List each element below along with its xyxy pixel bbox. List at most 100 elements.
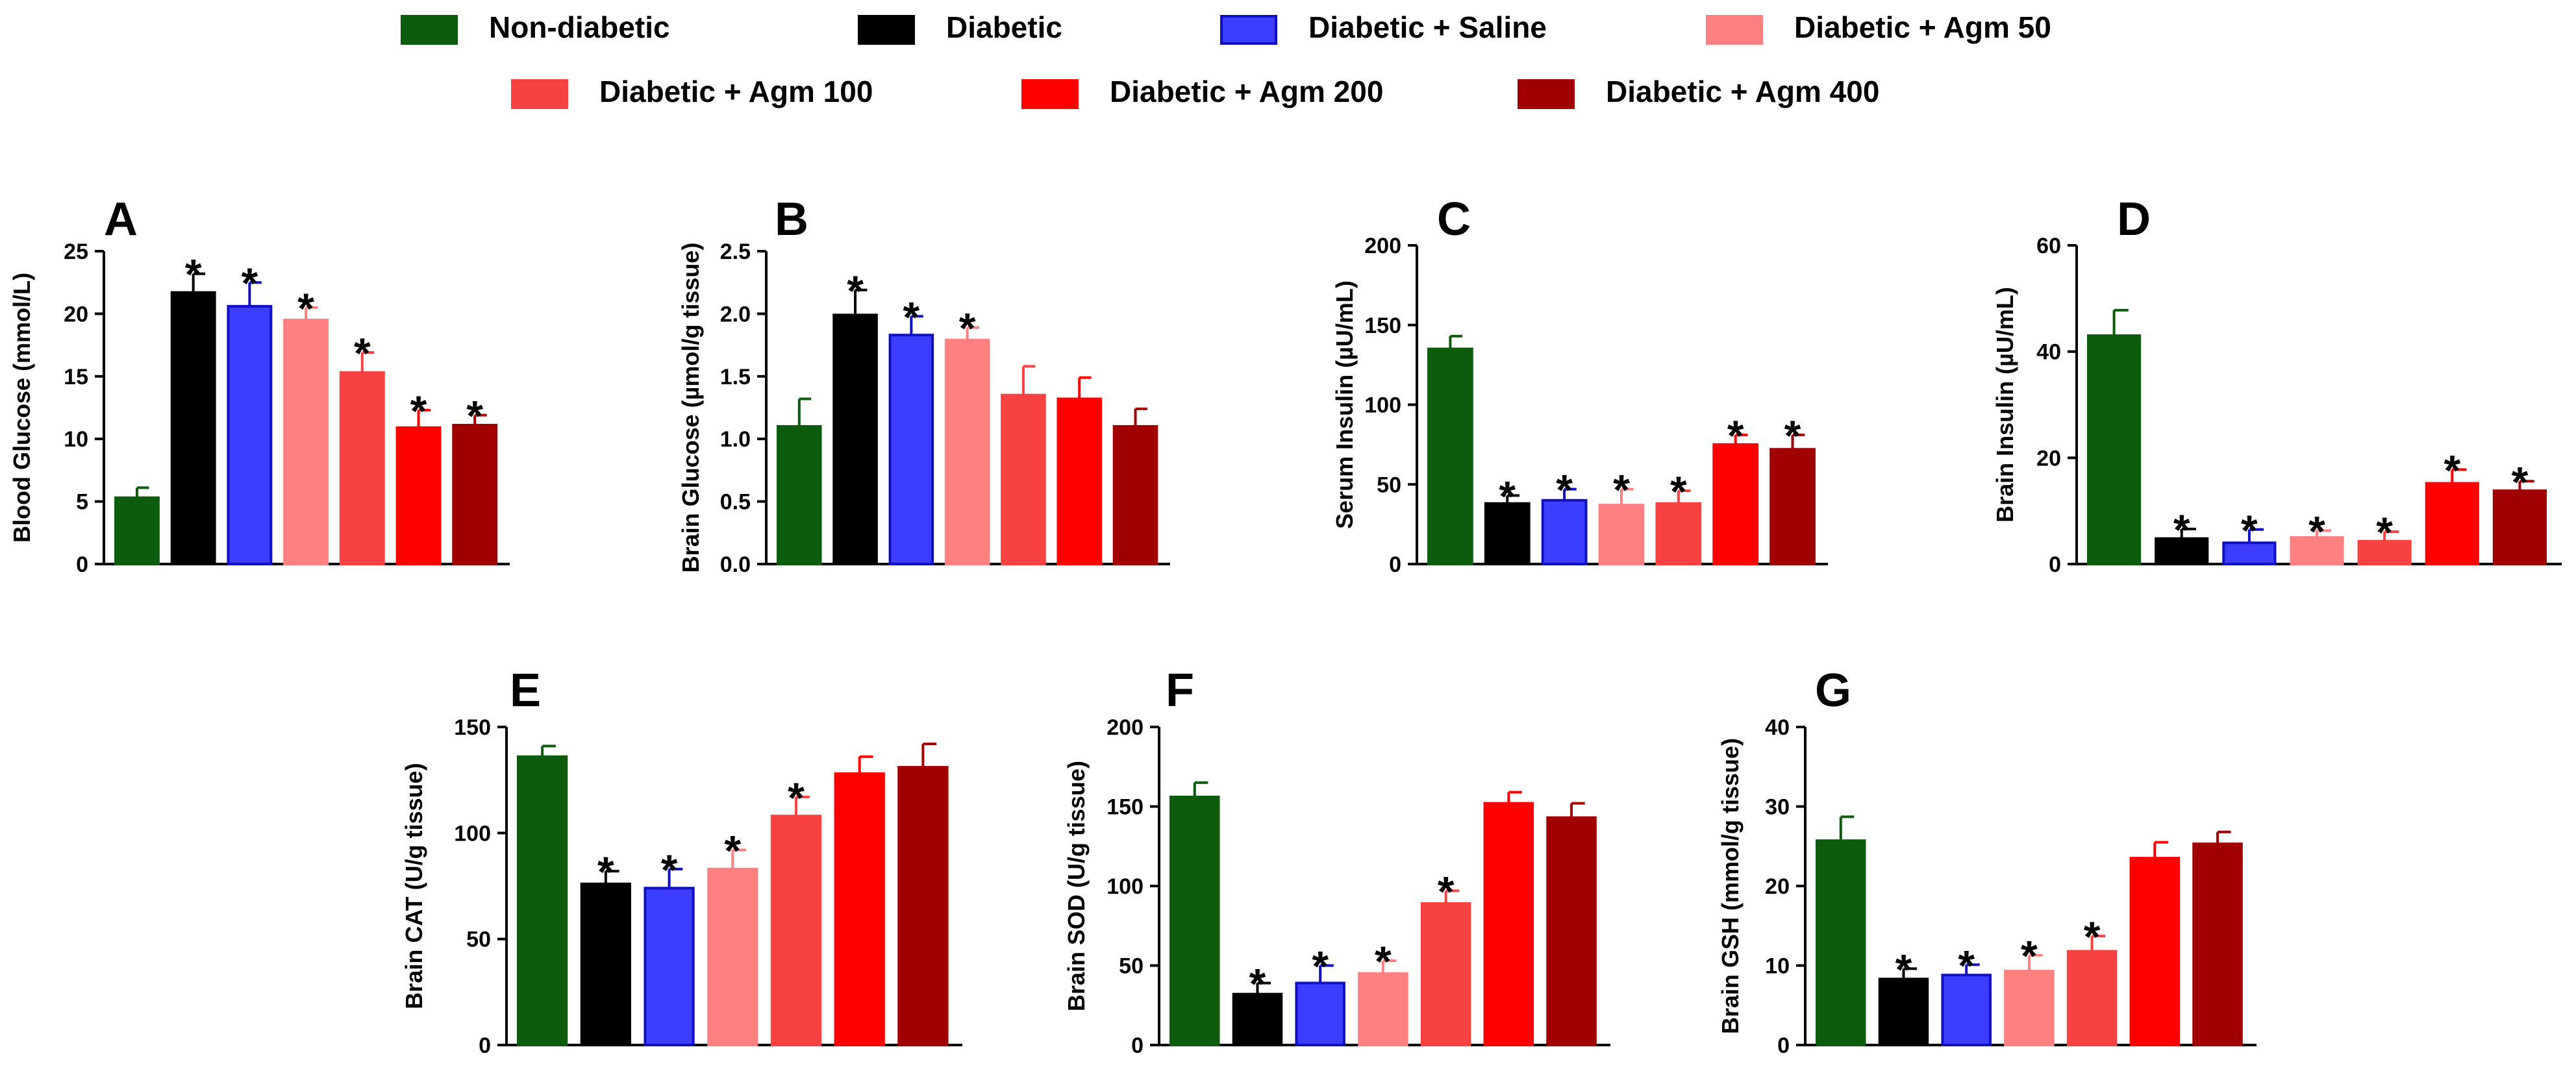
bar	[339, 371, 385, 565]
bar	[1169, 795, 1220, 1047]
legend-swatch	[511, 79, 568, 109]
legend-swatch	[1220, 15, 1277, 45]
chart-panel-f: F Brain SOD (U/g tissue) 0 50 100 150 200 * * * *	[1063, 665, 1610, 1058]
significance-marker: *	[297, 284, 314, 332]
legend-item: Non-diabetic	[401, 10, 670, 45]
y-tick-label: 0.5	[720, 490, 751, 515]
significance-marker: *	[410, 387, 427, 435]
bar	[170, 291, 216, 565]
significance-marker: *	[2241, 506, 2258, 554]
y-axis-label: Serum Insulin (µU/mL)	[1331, 280, 1358, 529]
bar	[517, 755, 568, 1046]
significance-marker: *	[2084, 913, 2101, 961]
legend-item: Diabetic + Agm 200	[1021, 75, 1383, 109]
significance-marker: *	[724, 826, 741, 874]
y-tick-label: 15	[64, 365, 88, 389]
panel-letter: A	[104, 193, 138, 245]
legend-label: Non-diabetic	[489, 10, 670, 44]
significance-marker: *	[1499, 472, 1516, 520]
y-tick-label: 40	[1765, 715, 1790, 740]
significance-marker: *	[2512, 458, 2529, 506]
panel-letter: D	[2117, 193, 2151, 245]
y-tick-label: 25	[64, 240, 88, 264]
y-tick-label: 10	[64, 427, 88, 452]
y-axis-label: Brain CAT (U/g tissue)	[401, 763, 427, 1009]
y-tick-label: 1.5	[720, 365, 751, 389]
y-tick-label: 20	[64, 302, 88, 326]
y-axis-label: Brain SOD (U/g tissue)	[1063, 761, 1090, 1011]
y-tick-label: 60	[2036, 234, 2061, 258]
significance-marker: *	[847, 267, 864, 315]
significance-marker: *	[2376, 508, 2393, 556]
bar	[1712, 443, 1759, 565]
significance-marker: *	[2444, 446, 2460, 494]
legend-item: Diabetic + Saline	[1220, 10, 1547, 45]
significance-marker: *	[1727, 412, 1744, 460]
bar	[2290, 536, 2344, 565]
panel-letter: C	[1437, 193, 1471, 245]
legend-label: Diabetic + Agm 100	[599, 75, 873, 108]
y-tick-label: 20	[1765, 874, 1790, 899]
bar	[1483, 802, 1534, 1046]
y-tick-label: 10	[1765, 954, 1790, 979]
significance-marker: *	[1312, 942, 1329, 991]
legend-label: Diabetic + Agm 200	[1110, 75, 1383, 108]
chart-panel-a: A Blood Glucose (mmol/L) 0 5 10 15 20 25 * * * * * *	[8, 193, 510, 577]
significance-marker: *	[661, 846, 678, 894]
legend-label: Diabetic	[946, 10, 1062, 44]
significance-marker: *	[597, 848, 614, 896]
significance-marker: *	[1249, 959, 1266, 1007]
y-tick-label: 1.0	[720, 427, 751, 452]
y-tick-label: 2.0	[720, 302, 751, 326]
legend-item: Diabetic + Agm 400	[1518, 75, 1879, 109]
significance-marker: *	[1895, 945, 1912, 993]
significance-marker: *	[466, 392, 483, 440]
bar	[834, 772, 885, 1047]
panel-letter: G	[1815, 665, 1851, 717]
bar	[770, 815, 822, 1046]
bar	[1427, 347, 1473, 565]
legend-item: Diabetic	[858, 10, 1062, 45]
bar	[888, 334, 934, 566]
chart-panel-c: C Serum Insulin (µU/mL) 0 50 100 150 200 * * * * * *	[1331, 193, 1828, 577]
chart-panel-e: E Brain CAT (U/g tissue) 0 50 100 150 * * * *	[401, 665, 962, 1058]
legend-swatch	[1706, 15, 1763, 45]
bar	[944, 338, 990, 565]
y-tick-label: 5	[76, 490, 88, 515]
legend-label: Diabetic + Agm 50	[1794, 10, 2051, 44]
bar	[1769, 448, 1816, 565]
bar	[777, 425, 822, 565]
chart-panel-g: G Brain GSH (mmol/g tissue) 0 10 20 30 40 * * * *	[1717, 665, 2257, 1058]
bar	[1001, 393, 1046, 565]
significance-marker: *	[788, 774, 805, 822]
significance-marker: *	[959, 304, 976, 352]
legend: Non-diabetic Diabetic Diabetic + Saline Dia…	[401, 10, 2051, 109]
legend-swatch	[1021, 79, 1079, 109]
y-tick-label: 100	[1107, 874, 1144, 899]
y-tick-label: 0	[479, 1033, 491, 1058]
bar	[1546, 816, 1597, 1047]
panel-letter: B	[775, 193, 808, 245]
significance-marker: *	[1784, 412, 1801, 460]
significance-marker: *	[1958, 941, 1975, 989]
y-tick-label: 2.5	[720, 240, 751, 264]
bar	[452, 423, 498, 565]
y-axis-label: Brain GSH (mmol/g tissue)	[1717, 738, 1744, 1034]
panel-letter: E	[510, 665, 541, 717]
significance-marker: *	[2173, 506, 2190, 554]
legend-swatch	[858, 15, 915, 45]
bar	[2066, 950, 2118, 1046]
bar	[2192, 843, 2243, 1046]
chart-panel-b: B Brain Glucose (µmol/g tissue) 0.0 0.5 1.0 1…	[677, 193, 1170, 577]
bar	[897, 766, 949, 1046]
legend-label: Diabetic + Saline	[1308, 10, 1547, 44]
significance-marker: *	[185, 251, 202, 299]
y-tick-label: 0	[2049, 552, 2061, 577]
bar	[1816, 839, 1866, 1047]
bar	[114, 496, 160, 565]
significance-marker: *	[1375, 937, 1392, 985]
bar	[1941, 974, 1992, 1046]
y-tick-label: 150	[1107, 795, 1144, 820]
bar	[1057, 397, 1103, 566]
